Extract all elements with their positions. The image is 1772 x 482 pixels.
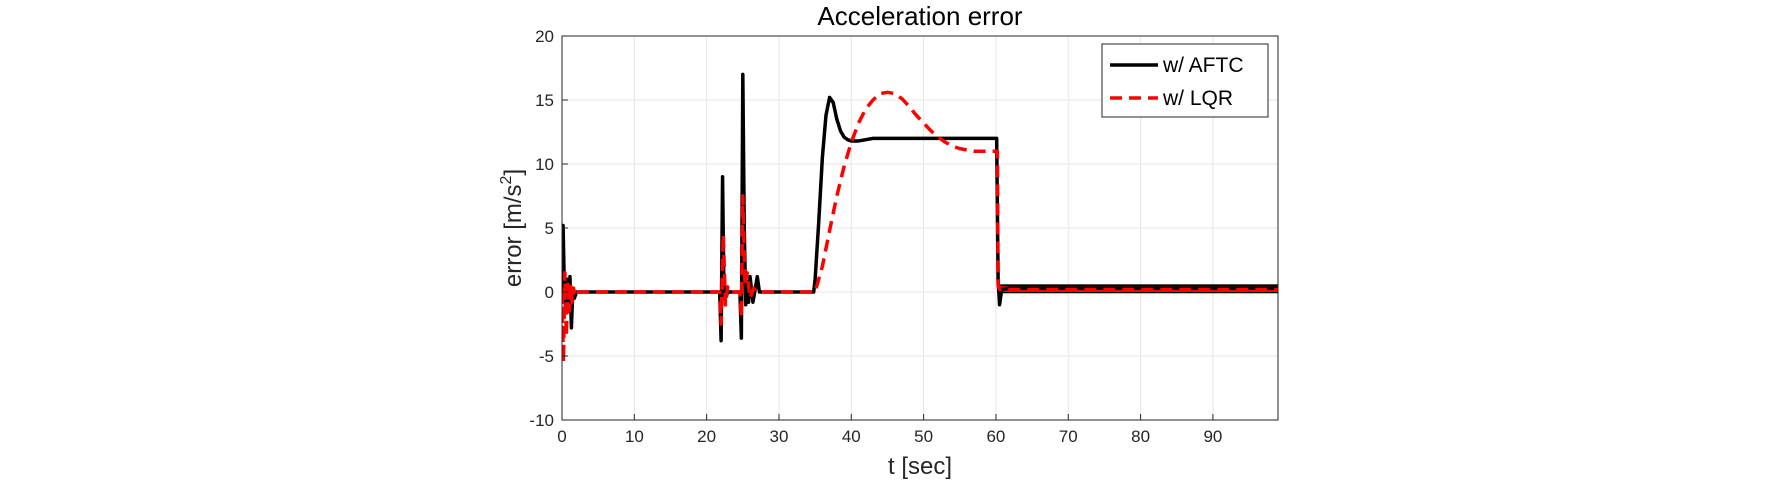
x-tick-label: 40 [842,427,861,446]
tick-layer: 0 10 20 30 40 50 60 70 80 90 -10 -5 0 5 10 15 20 [529,27,1222,446]
y-axis-label-main: error [m/s [500,184,527,287]
legend-aftc-label: w/ AFTC [1162,54,1244,77]
legend: w/ AFTC w/ LQR [1101,43,1269,118]
series-layer [562,72,1278,365]
x-tick-label: 30 [770,427,789,446]
x-tick-label: 20 [697,427,716,446]
y-tick-label: -5 [539,347,554,366]
chart-title: Acceleration error [817,1,1023,31]
y-axis-label-close: ] [500,169,527,176]
y-tick-label: 15 [535,91,554,110]
y-tick-label: 5 [545,219,554,238]
y-axis-label-superscript: 2 [498,175,515,184]
x-tick-label: 70 [1059,427,1078,446]
x-tick-label: 90 [1203,427,1222,446]
y-tick-label: 20 [535,27,554,46]
x-axis-label: t [sec] [888,453,952,480]
x-tick-label: 0 [557,427,566,446]
series-lqr-line [562,90,1278,365]
legend-lqr-label: w/ LQR [1162,87,1233,110]
y-tick-label: 0 [545,283,554,302]
x-tick-label: 80 [1131,427,1150,446]
x-tick-label: 60 [986,427,1005,446]
y-tick-label: -10 [529,411,554,430]
x-tick-label: 50 [914,427,933,446]
y-axis-label: error [m/s2] [498,169,527,287]
y-tick-label: 10 [535,155,554,174]
legend-box [1101,43,1269,118]
x-tick-label: 10 [625,427,644,446]
